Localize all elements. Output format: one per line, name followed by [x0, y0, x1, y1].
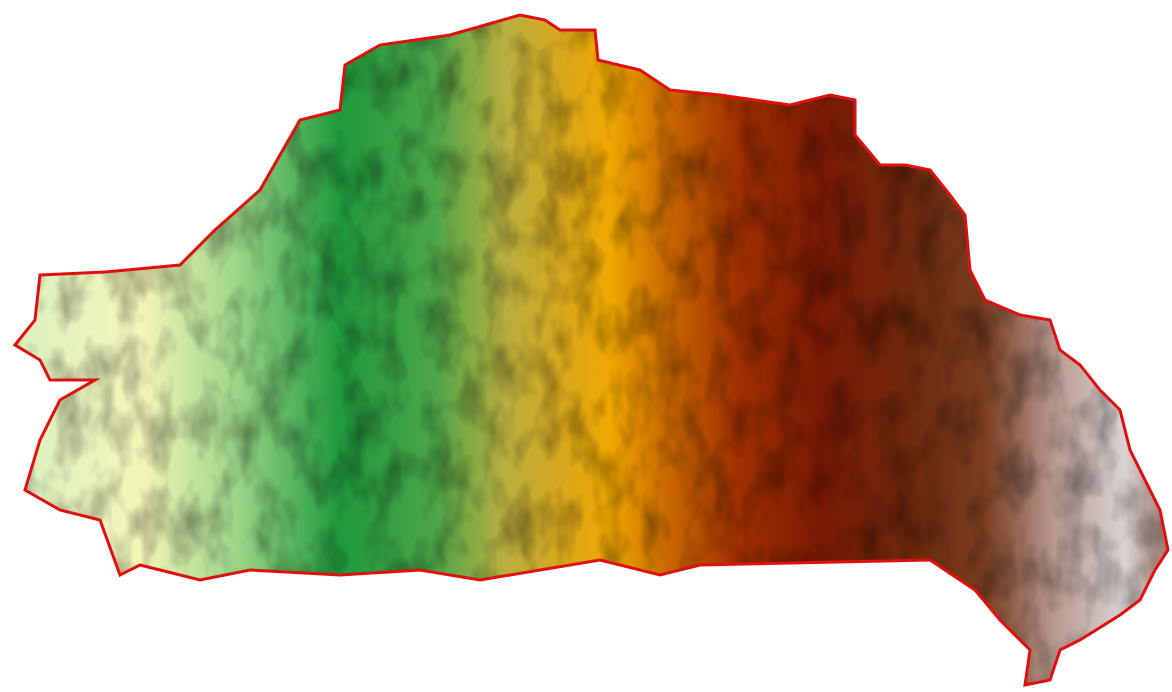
elevation-raster: [0, 0, 1172, 692]
elevation-texture: [0, 0, 1172, 692]
page: [0, 0, 1172, 692]
map: [0, 0, 1172, 692]
